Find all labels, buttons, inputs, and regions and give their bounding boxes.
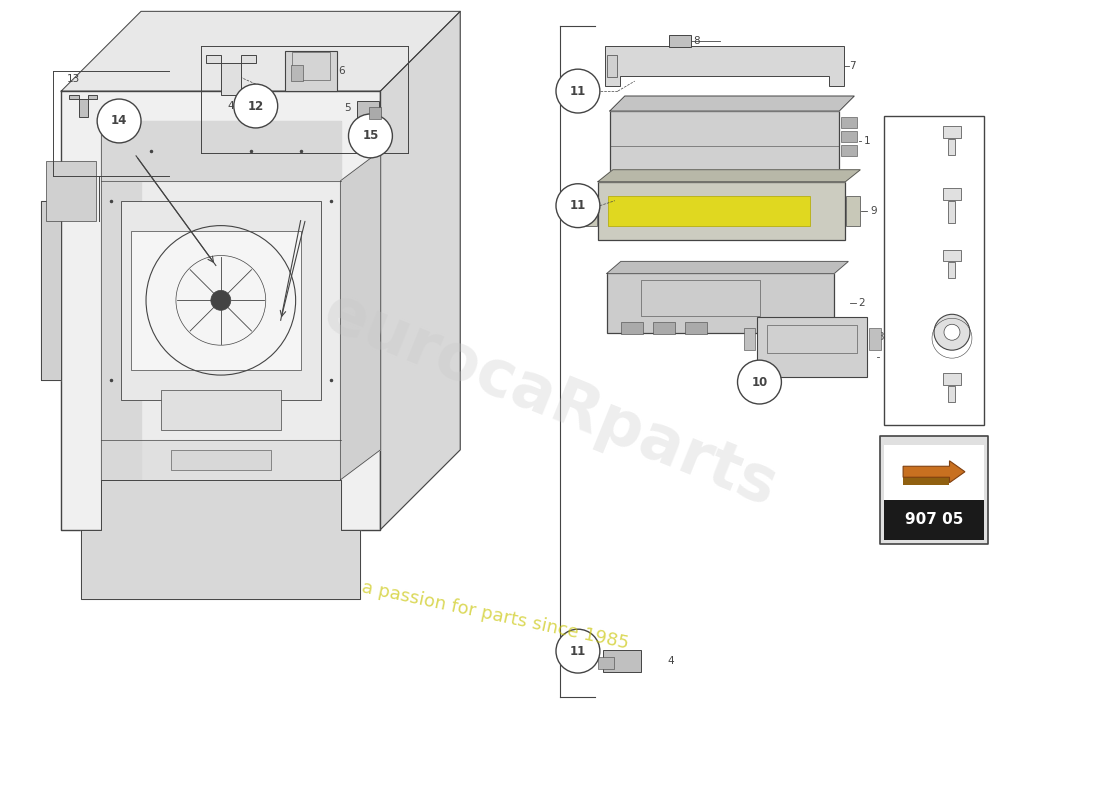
Text: 11: 11 <box>570 645 586 658</box>
Bar <box>684 322 706 334</box>
Circle shape <box>934 314 970 350</box>
Bar <box>869 328 881 350</box>
Text: eurocaRparts: eurocaRparts <box>315 281 785 519</box>
Bar <box>603 650 641 672</box>
Bar <box>880 436 988 543</box>
Text: 11: 11 <box>570 85 586 98</box>
Bar <box>609 111 839 170</box>
Bar <box>846 196 860 226</box>
Polygon shape <box>206 55 255 95</box>
Bar <box>842 118 857 129</box>
Text: 2: 2 <box>858 298 865 308</box>
Text: 3: 3 <box>877 332 883 342</box>
Bar <box>370 107 382 119</box>
Text: 11: 11 <box>892 326 909 338</box>
Polygon shape <box>598 170 860 182</box>
Circle shape <box>556 69 600 113</box>
Polygon shape <box>903 461 965 482</box>
Polygon shape <box>101 440 341 480</box>
Circle shape <box>349 114 393 158</box>
Bar <box>948 201 956 222</box>
Bar <box>358 101 379 121</box>
Text: a passion for parts since 1985: a passion for parts since 1985 <box>360 578 630 652</box>
Text: 11: 11 <box>570 199 586 212</box>
Circle shape <box>211 290 231 310</box>
Bar <box>641 281 760 316</box>
Polygon shape <box>101 121 341 480</box>
Polygon shape <box>605 46 845 86</box>
Bar <box>842 131 857 142</box>
Text: 12: 12 <box>248 99 264 113</box>
Bar <box>292 52 330 80</box>
Bar <box>285 51 337 91</box>
Circle shape <box>556 184 600 228</box>
Text: 6: 6 <box>339 66 345 76</box>
Bar <box>884 116 983 425</box>
Bar <box>121 201 320 400</box>
Polygon shape <box>607 262 848 274</box>
Text: 14: 14 <box>892 202 909 215</box>
Text: 15: 15 <box>362 130 378 142</box>
Circle shape <box>737 360 781 404</box>
Bar <box>948 262 956 278</box>
Bar <box>943 126 961 138</box>
Bar <box>46 161 96 221</box>
Polygon shape <box>62 91 381 530</box>
Text: 15: 15 <box>892 140 909 154</box>
Bar <box>607 55 617 77</box>
Text: 7: 7 <box>849 61 856 71</box>
Bar <box>598 657 614 669</box>
Polygon shape <box>381 11 460 530</box>
Polygon shape <box>62 11 460 91</box>
Circle shape <box>944 324 960 340</box>
Bar <box>948 386 956 402</box>
Bar <box>758 318 867 377</box>
Bar <box>943 373 961 385</box>
Text: 5: 5 <box>344 103 351 113</box>
Circle shape <box>234 84 277 128</box>
Polygon shape <box>903 478 949 486</box>
Polygon shape <box>609 96 855 111</box>
Text: 13: 13 <box>67 74 80 84</box>
Bar <box>884 500 983 539</box>
Bar <box>170 450 271 470</box>
Text: 10: 10 <box>751 375 768 389</box>
Bar <box>768 326 857 353</box>
Bar <box>607 274 834 334</box>
Text: 1: 1 <box>865 136 871 146</box>
Circle shape <box>97 99 141 143</box>
Polygon shape <box>101 121 141 480</box>
Bar <box>608 196 811 226</box>
Bar <box>583 196 597 226</box>
Bar <box>131 230 300 370</box>
Text: 12: 12 <box>892 264 909 277</box>
Bar <box>161 390 280 430</box>
Bar <box>669 35 691 47</box>
Text: 907 05: 907 05 <box>905 512 964 527</box>
Text: 14: 14 <box>111 114 128 127</box>
Text: 9: 9 <box>870 206 877 216</box>
Polygon shape <box>341 151 381 480</box>
Bar <box>290 65 303 81</box>
Bar <box>744 328 756 350</box>
Text: 4: 4 <box>228 101 234 111</box>
Text: 10: 10 <box>892 387 909 401</box>
Bar <box>943 250 961 262</box>
Bar <box>943 188 961 200</box>
Bar <box>620 322 642 334</box>
Bar <box>652 322 674 334</box>
Polygon shape <box>101 121 341 181</box>
Bar <box>884 445 983 500</box>
Bar <box>598 182 845 239</box>
Polygon shape <box>81 480 361 599</box>
Bar <box>842 146 857 156</box>
Circle shape <box>556 630 600 673</box>
Text: 4: 4 <box>668 656 674 666</box>
Text: 8: 8 <box>694 36 701 46</box>
Polygon shape <box>69 95 97 117</box>
Polygon shape <box>42 201 62 380</box>
Bar <box>948 139 956 155</box>
